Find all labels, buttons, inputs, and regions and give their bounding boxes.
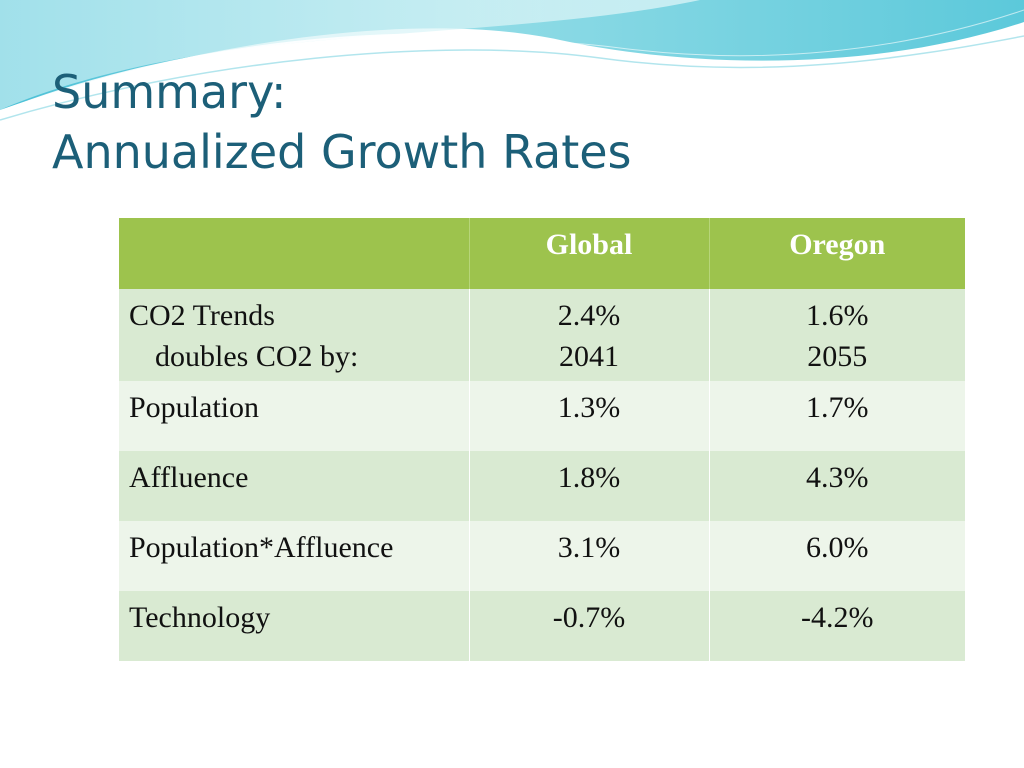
global-value: 1.3%	[469, 381, 710, 451]
table-row: Population*Affluence 3.1% 6.0%	[119, 521, 965, 591]
table-row: Technology -0.7% -4.2%	[119, 591, 965, 661]
oregon-value: 1.6%	[806, 299, 869, 332]
title-line-1: Summary:	[52, 65, 287, 119]
row-label: Population	[119, 381, 470, 451]
oregon-value-cell: 1.6% 2055	[709, 289, 965, 381]
decorative-wave-banner	[0, 0, 1024, 121]
row-label: Population*Affluence	[119, 521, 470, 591]
row-label: Technology	[119, 591, 470, 661]
global-value-cell: 2.4% 2041	[469, 289, 710, 381]
oregon-value: 6.0%	[709, 521, 965, 591]
table-row: Population 1.3% 1.7%	[119, 381, 965, 451]
header-cell-global: Global	[469, 218, 710, 289]
global-year: 2041	[559, 340, 619, 373]
global-value: 1.8%	[469, 451, 710, 521]
oregon-year: 2055	[807, 340, 868, 373]
row-label: CO2 Trends	[129, 299, 275, 332]
growth-rates-table: Global Oregon CO2 Trends doubles CO2 by:…	[119, 218, 965, 661]
oregon-value: 4.3%	[709, 451, 965, 521]
row-label: Affluence	[119, 451, 470, 521]
oregon-value: 1.7%	[709, 381, 965, 451]
table-row: Affluence 1.8% 4.3%	[119, 451, 965, 521]
row-sublabel: doubles CO2 by:	[155, 340, 359, 373]
table-header-row: Global Oregon	[119, 218, 965, 289]
global-value: -0.7%	[469, 591, 710, 661]
header-cell-empty	[119, 218, 470, 289]
slide-title: Summary: Annualized Growth Rates	[52, 62, 632, 182]
table-row: CO2 Trends doubles CO2 by: 2.4% 2041 1.6…	[119, 289, 965, 381]
global-value: 2.4%	[557, 299, 621, 332]
header-cell-oregon: Oregon	[709, 218, 965, 289]
oregon-value: -4.2%	[709, 591, 965, 661]
title-line-2: Annualized Growth Rates	[52, 125, 632, 179]
row-label-cell: CO2 Trends doubles CO2 by:	[119, 289, 470, 381]
global-value: 3.1%	[469, 521, 710, 591]
